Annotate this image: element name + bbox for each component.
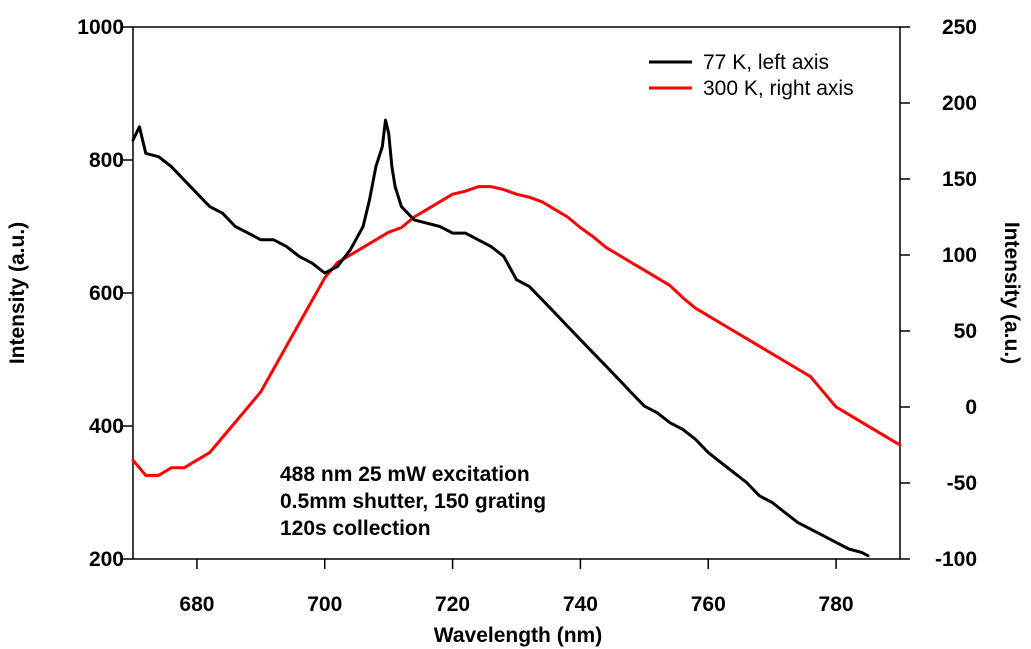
series-layer bbox=[131, 118, 902, 558]
y-left-tick-label: 600 bbox=[89, 282, 124, 305]
y-left-tick-label: 200 bbox=[89, 548, 124, 571]
annotation: 488 nm 25 mW excitation 0.5mm shutter, 1… bbox=[280, 463, 546, 540]
y-right-axis-title: Intensity (a.u.) bbox=[1000, 222, 1023, 364]
legend: 77 K, left axis 300 K, right axis bbox=[649, 51, 854, 100]
x-axis-title: Wavelength (nm) bbox=[434, 624, 602, 647]
y-right-tick-label: 150 bbox=[942, 168, 977, 191]
annotation-line-2: 0.5mm shutter, 150 grating bbox=[280, 490, 546, 513]
y-right-tick-label: 50 bbox=[954, 320, 977, 343]
series-line-77k bbox=[131, 118, 870, 558]
x-tick-label: 740 bbox=[563, 593, 598, 616]
y-right-tick-label: 100 bbox=[942, 244, 977, 267]
x-tick-label: 720 bbox=[435, 593, 470, 616]
x-tick-label: 680 bbox=[179, 593, 214, 616]
y-right-tick-label: 200 bbox=[942, 92, 977, 115]
x-tick-label: 700 bbox=[307, 593, 342, 616]
y-left-tick-label: 800 bbox=[89, 149, 124, 172]
y-left-tick-label: 400 bbox=[89, 415, 124, 438]
legend-label-300k: 300 K, right axis bbox=[703, 77, 854, 100]
x-tick-label: 760 bbox=[691, 593, 726, 616]
y-left-axis-title: Intensity (a.u.) bbox=[6, 222, 29, 364]
y-left-tick-label: 1000 bbox=[77, 16, 124, 39]
y-right-tick-label: 0 bbox=[965, 396, 977, 419]
legend-label-77k: 77 K, left axis bbox=[703, 51, 829, 74]
y-right-tick-label: -50 bbox=[947, 472, 977, 495]
ticks-layer: 680 700 720 740 760 7802004006008001000-100-5… bbox=[77, 16, 977, 616]
y-right-tick-label: 250 bbox=[942, 16, 977, 39]
annotation-line-3: 120s collection bbox=[280, 517, 431, 540]
y-right-tick-label: -100 bbox=[935, 548, 977, 571]
x-tick-label: 780 bbox=[819, 593, 854, 616]
series-line-300k bbox=[131, 185, 902, 477]
annotation-line-1: 488 nm 25 mW excitation bbox=[280, 463, 530, 486]
